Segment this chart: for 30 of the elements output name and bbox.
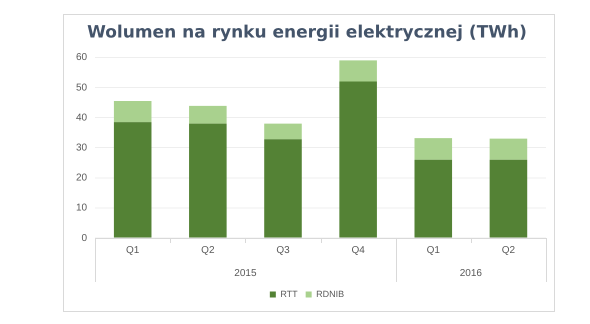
x-tick-label: Q4 [351, 244, 366, 256]
bar [189, 124, 227, 238]
chart-title: Wolumen na rynku energii elektrycznej (TWh) [87, 22, 527, 43]
y-tick-label: 50 [76, 82, 88, 94]
x-tick-label: Q2 [502, 244, 516, 256]
x-tick-label: Q3 [276, 244, 290, 256]
legend-label: RDNIB [316, 288, 344, 299]
bar [114, 101, 152, 122]
text: 2015 [234, 268, 257, 279]
x-tick-label: Q2 [201, 244, 215, 256]
y-tick-label: 60 [76, 52, 88, 64]
bar [414, 160, 452, 238]
bar [339, 81, 377, 238]
bar [490, 160, 528, 238]
y-tick-label: 0 [82, 232, 88, 244]
y-tick-label: 10 [76, 202, 88, 214]
bar [114, 122, 152, 238]
bar [264, 124, 302, 140]
bar [189, 106, 227, 124]
y-tick-label: 20 [76, 172, 88, 184]
text: 2016 [460, 268, 482, 279]
x-tick-label: Q1 [126, 244, 140, 256]
legend-label: RTT [280, 288, 298, 299]
bar [264, 139, 302, 238]
bar [339, 60, 377, 82]
y-tick-label: 30 [76, 142, 88, 154]
bar [490, 138, 528, 160]
x-tick-label: Q1 [426, 244, 440, 256]
bar [414, 138, 452, 160]
y-tick-label: 40 [76, 112, 88, 124]
